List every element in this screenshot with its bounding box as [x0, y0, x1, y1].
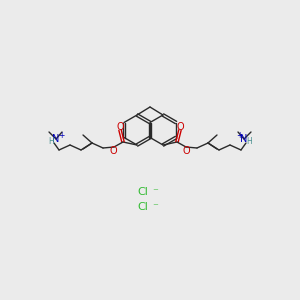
Text: O: O: [110, 146, 117, 155]
Text: O: O: [183, 146, 190, 155]
Text: Cl: Cl: [138, 202, 148, 212]
Text: Cl: Cl: [138, 187, 148, 197]
Text: O: O: [176, 122, 184, 131]
Text: +: +: [58, 131, 64, 140]
Text: N: N: [52, 134, 60, 144]
Text: ⁻: ⁻: [152, 187, 158, 197]
Text: H: H: [48, 136, 54, 146]
Text: O: O: [116, 122, 124, 131]
Text: N: N: [240, 134, 248, 144]
Text: H: H: [246, 136, 252, 146]
Text: ⁻: ⁻: [152, 202, 158, 212]
Text: +: +: [236, 131, 242, 140]
